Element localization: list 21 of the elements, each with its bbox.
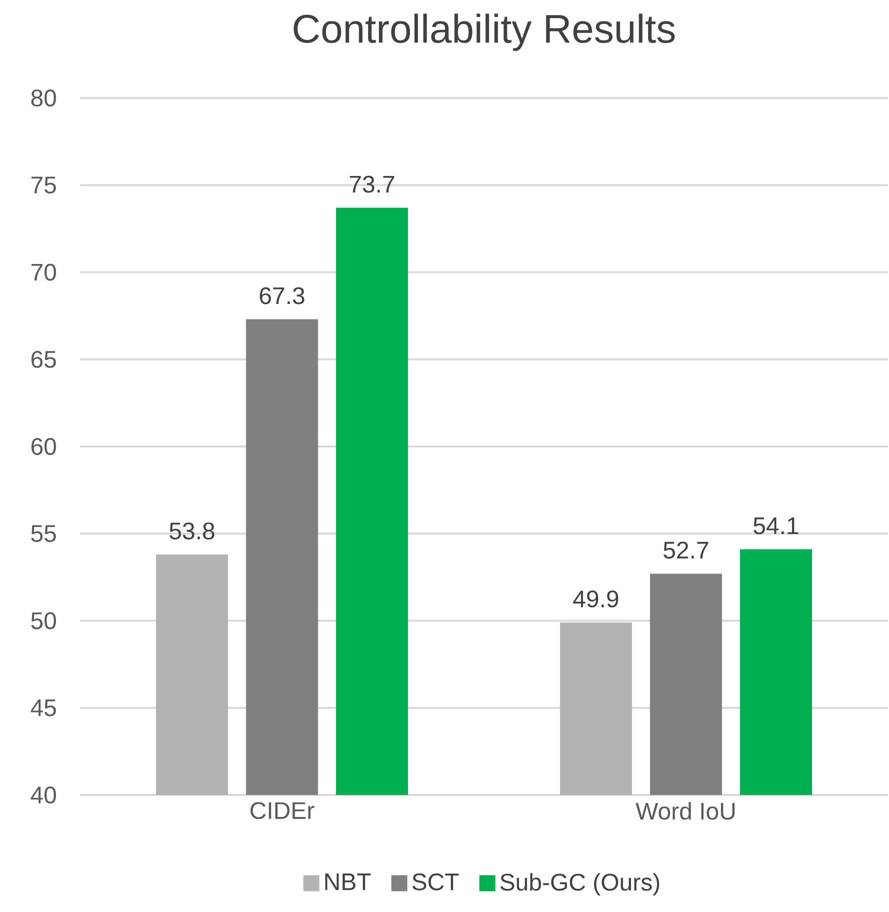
data-label: 49.9	[573, 590, 618, 608]
data-label: 67.3	[260, 287, 304, 304]
y-tick-label: 50	[31, 612, 56, 630]
legend-label: SCT	[412, 873, 459, 890]
data-label: 73.7	[350, 176, 394, 193]
x-tick-label: Word IoU	[636, 802, 735, 820]
x-tick-label: CIDEr	[250, 802, 314, 820]
y-tick-label: 55	[31, 525, 56, 542]
data-label: 52.7	[664, 542, 708, 559]
legend-label: Sub-GC (Ours)	[500, 873, 660, 896]
y-tick-label: 40	[30, 786, 56, 804]
y-tick-label: 45	[30, 700, 56, 716]
y-tick-label: 80	[31, 90, 56, 106]
y-tick-label: 70	[31, 264, 56, 281]
y-tick-label: 60	[31, 438, 56, 455]
legend-label: NBT	[325, 874, 371, 890]
y-tick-label: 75	[31, 176, 56, 194]
data-label: 53.8	[170, 522, 214, 540]
data-label: 54.1	[754, 518, 798, 534]
chart-title: Controllability Results	[294, 14, 675, 51]
y-tick-label: 65	[31, 350, 56, 368]
